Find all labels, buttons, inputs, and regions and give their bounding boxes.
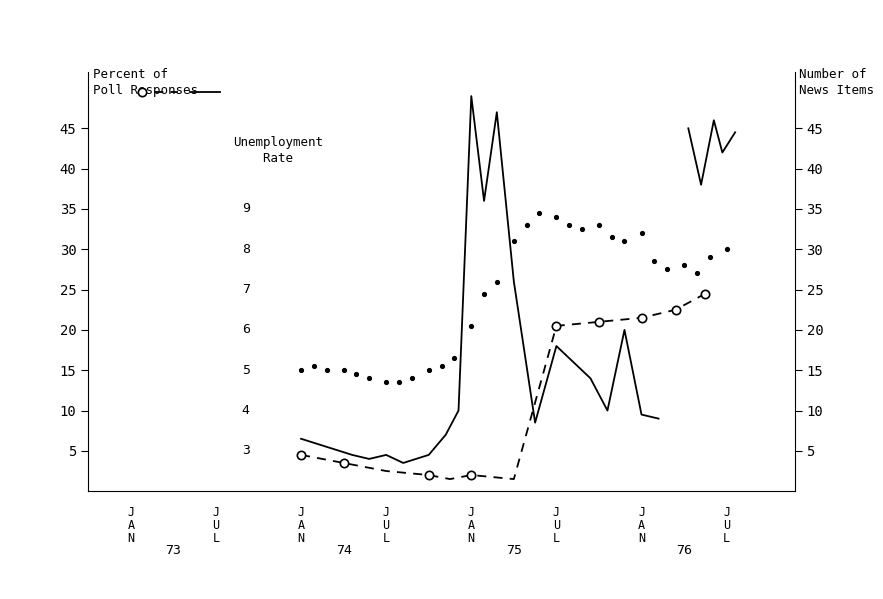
Text: 5: 5 (242, 364, 250, 377)
Text: J
A
N: J A N (638, 506, 645, 544)
Text: Percent of
Poll Responses: Percent of Poll Responses (93, 68, 198, 97)
Text: J
A
N: J A N (127, 506, 134, 544)
Text: 6: 6 (242, 323, 250, 337)
Text: J
U
L: J U L (382, 506, 389, 544)
Text: J
A
N: J A N (468, 506, 475, 544)
Text: Number of
News Items: Number of News Items (799, 68, 874, 97)
Text: J
U
L: J U L (213, 506, 220, 544)
Text: J
A
N: J A N (298, 506, 305, 544)
Text: 7: 7 (242, 283, 250, 296)
Text: 3: 3 (242, 444, 250, 458)
Text: 75: 75 (506, 544, 522, 556)
Text: 74: 74 (336, 544, 351, 556)
Text: J
U
L: J U L (553, 506, 560, 544)
Text: J
U
L: J U L (723, 506, 730, 544)
Text: 73: 73 (165, 544, 181, 556)
Text: 76: 76 (676, 544, 692, 556)
Text: 4: 4 (242, 404, 250, 417)
Text: Unemployment
    Rate: Unemployment Rate (233, 137, 323, 165)
Text: 8: 8 (242, 243, 250, 256)
Text: 9: 9 (242, 202, 250, 216)
